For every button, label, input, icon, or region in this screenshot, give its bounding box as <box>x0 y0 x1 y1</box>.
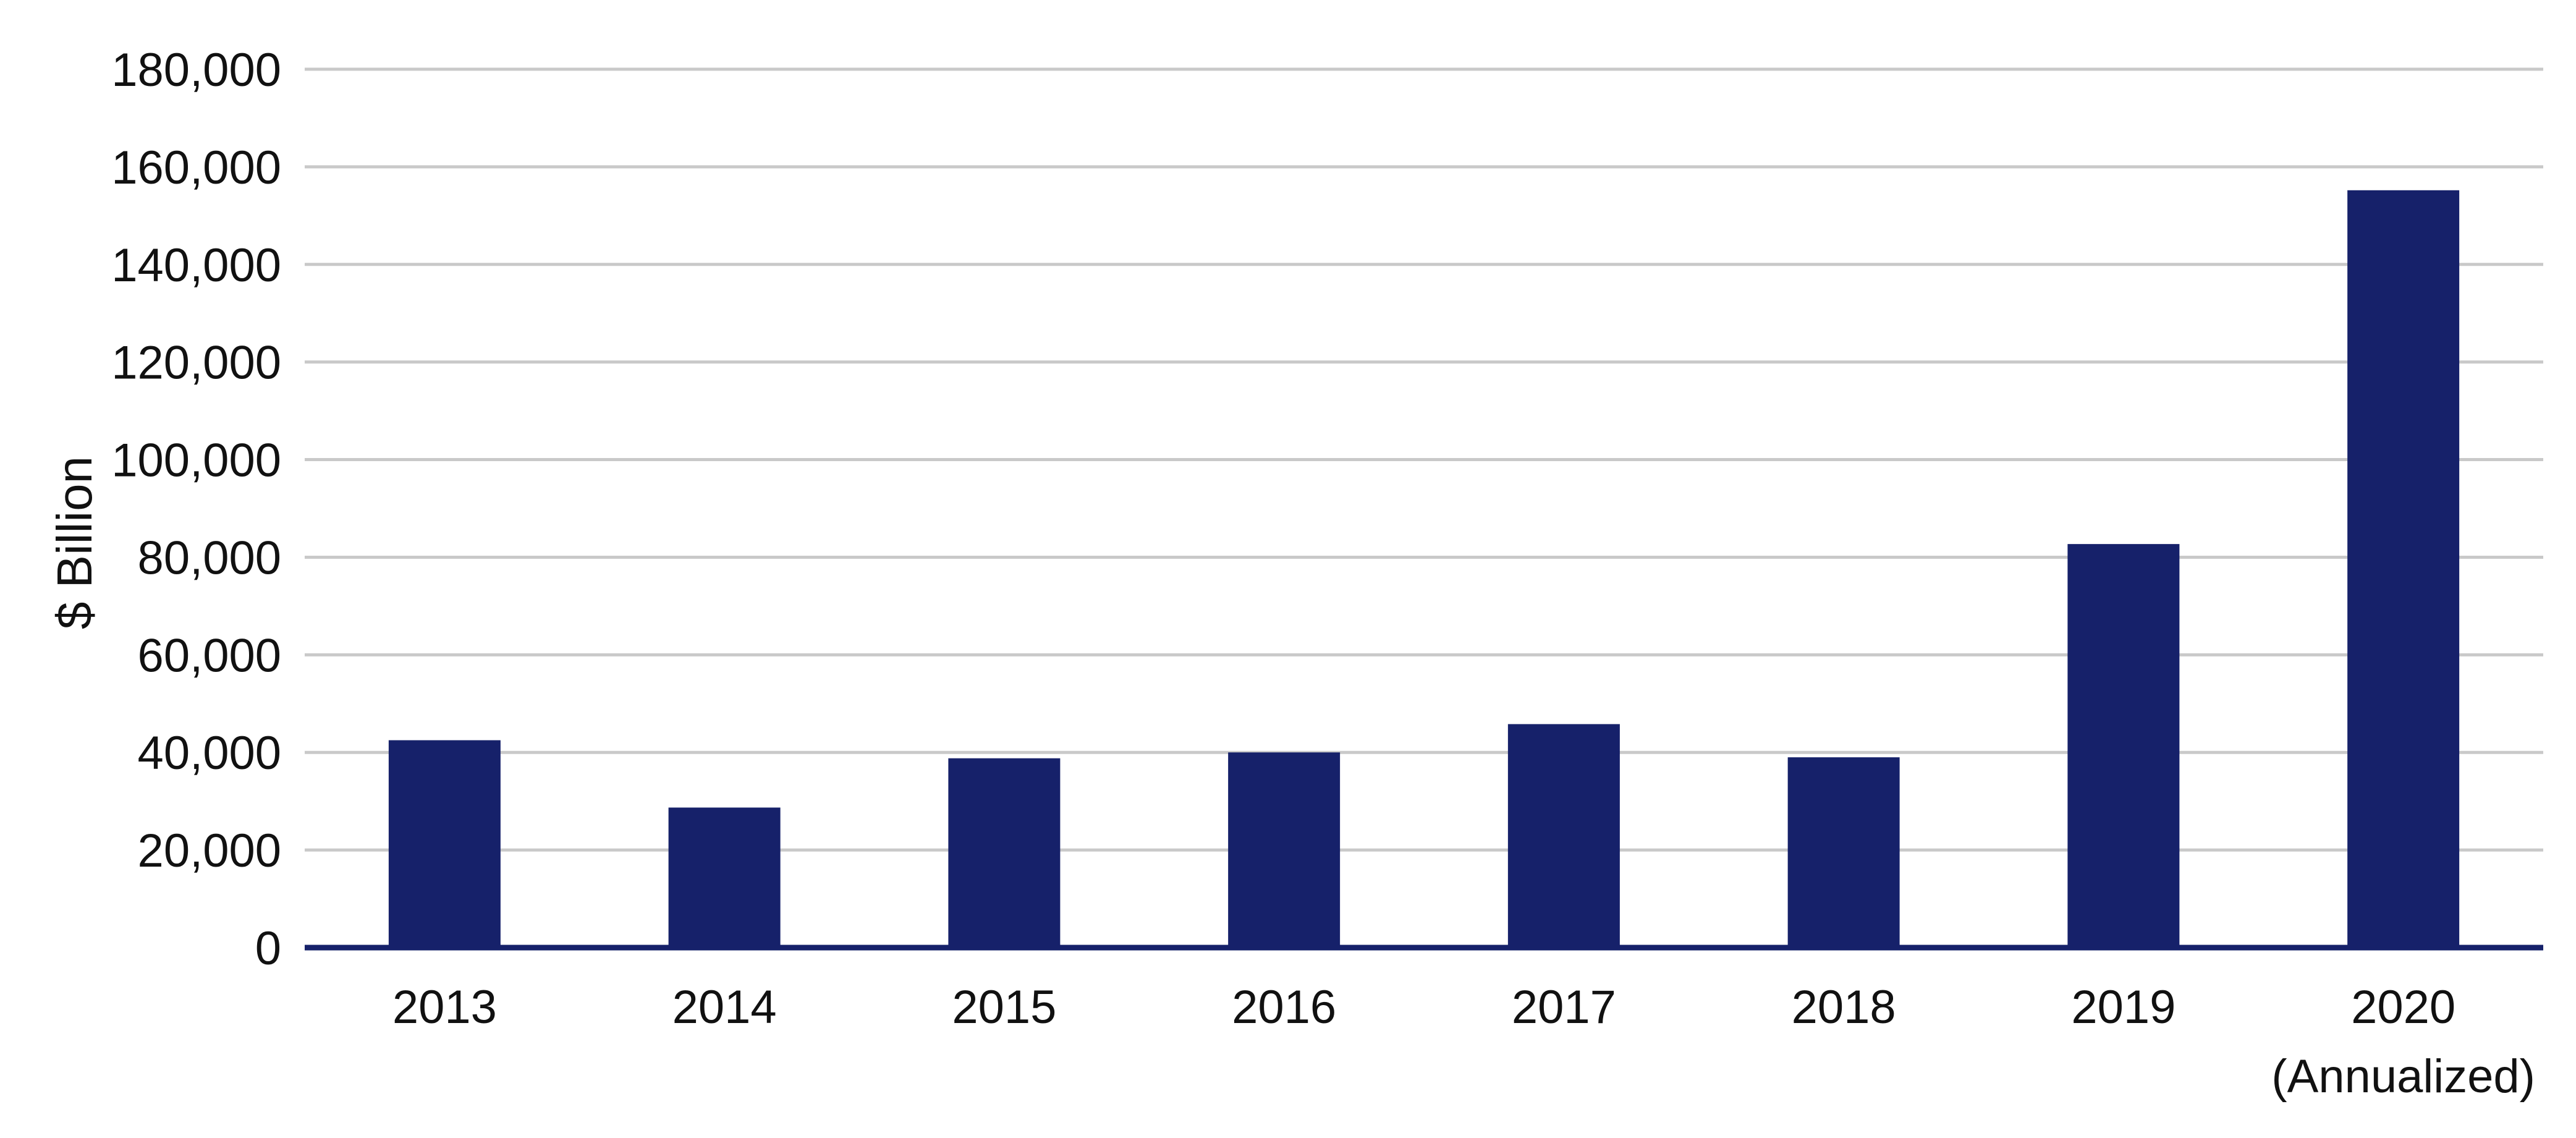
y-tick-label: 180,000 <box>111 44 281 96</box>
bar-2017 <box>1507 724 1620 948</box>
bar-2019 <box>2067 544 2180 948</box>
y-tick-label: 80,000 <box>138 532 281 584</box>
x-tick-label: 2015 <box>952 981 1056 1034</box>
y-axis-ticks: 0 20,000 40,000 60,000 80,000 100,000 120,000 1… <box>111 44 281 975</box>
x-tick-label: 2018 <box>1792 981 1896 1034</box>
y-tick-label: 0 <box>255 922 281 975</box>
bar-2015 <box>948 758 1061 948</box>
x-tick-label: 2016 <box>1232 981 1336 1034</box>
y-tick-label: 100,000 <box>111 435 281 487</box>
x-tick-label: 2013 <box>392 981 497 1034</box>
bars <box>388 190 2460 948</box>
y-axis-title: $ Billion <box>47 456 102 629</box>
bar-2016 <box>1228 752 1341 948</box>
y-tick-label: 20,000 <box>138 825 281 877</box>
bar-2013 <box>388 740 501 948</box>
x-axis-ticks: 2013 2014 2015 2016 2017 2018 2019 2020 (Annuali… <box>392 981 2535 1103</box>
bar-2018 <box>1787 757 1900 948</box>
x-tick-label: 2020 <box>2351 981 2455 1034</box>
x-tick-label: 2017 <box>1512 981 1616 1034</box>
y-tick-label: 60,000 <box>138 629 281 682</box>
x-tick-label: 2019 <box>2071 981 2176 1034</box>
x-tick-sublabel: (Annualized) <box>2271 1050 2535 1103</box>
bar-2014 <box>668 807 781 948</box>
y-tick-label: 160,000 <box>111 142 281 194</box>
y-tick-label: 40,000 <box>138 727 281 779</box>
y-tick-label: 120,000 <box>111 337 281 389</box>
bar-2020 <box>2347 190 2460 948</box>
gridlines <box>305 67 2543 852</box>
y-tick-label: 140,000 <box>111 239 281 292</box>
x-tick-label: 2014 <box>672 981 777 1034</box>
